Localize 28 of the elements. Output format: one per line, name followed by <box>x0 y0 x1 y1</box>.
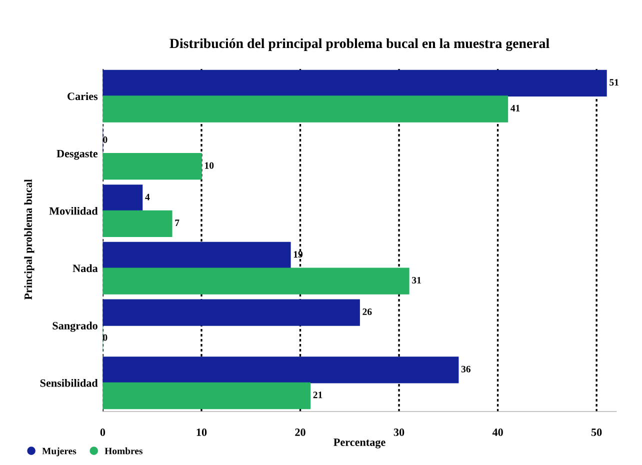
data-label: 4 <box>145 194 150 200</box>
x-tick-label: 20 <box>295 428 306 436</box>
y-tick-label: Sensibilidad <box>40 378 98 387</box>
y-tick-label: Nada <box>72 264 98 272</box>
legend-label: Hombres <box>104 447 143 454</box>
y-tick-label: Movilidad <box>49 206 98 215</box>
data-label: 26 <box>362 308 372 316</box>
data-label: 7 <box>175 220 180 226</box>
y-axis-title: Principal problema bucal <box>24 179 34 300</box>
chart-title: Distribución del principal problema bucal en la muestra general <box>170 38 550 52</box>
data-label: 31 <box>412 276 421 284</box>
data-label: 51 <box>610 79 618 86</box>
x-axis-title: Percentage <box>334 438 386 448</box>
data-label: 21 <box>313 392 322 398</box>
y-tick-label: Desgaste <box>56 150 98 160</box>
data-label: 10 <box>205 162 214 169</box>
data-label: 0 <box>103 334 108 341</box>
data-label: 36 <box>461 366 471 372</box>
y-tick-label: Sangrado <box>52 322 98 332</box>
data-label: 0 <box>103 136 108 143</box>
x-tick-label: 40 <box>492 428 503 436</box>
x-tick-label: 30 <box>394 428 404 436</box>
legend-label: Mujeres <box>42 447 76 456</box>
x-tick-label: 10 <box>196 428 207 436</box>
x-tick-label: 50 <box>591 428 602 436</box>
data-label: 41 <box>510 104 520 112</box>
y-tick-label: Caries <box>68 92 98 100</box>
x-tick-label: 0 <box>100 428 106 436</box>
